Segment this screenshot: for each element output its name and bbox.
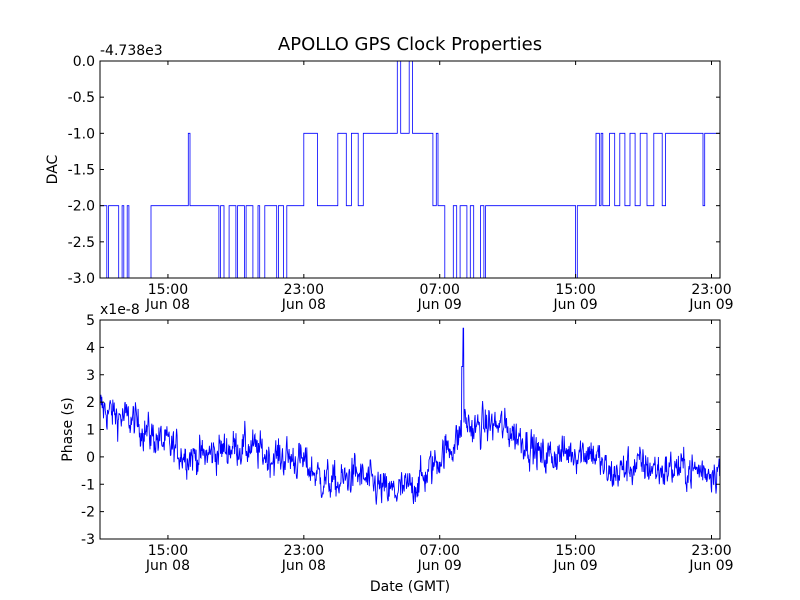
- y-tick-label: -3: [81, 532, 95, 548]
- y-axis-label: Phase (s): [60, 397, 76, 461]
- y-tick-label: 0: [86, 450, 95, 466]
- y-axis-label: DAC: [45, 154, 61, 184]
- x-tick-label-time: 23:00: [691, 543, 731, 559]
- x-tick-label-time: 15:00: [555, 282, 595, 298]
- y-tick-label: 5: [86, 313, 95, 329]
- x-tick-label-date: Jun 09: [688, 297, 733, 313]
- axis-offset-label: x1e-8: [100, 302, 140, 318]
- x-tick-label-date: Jun 09: [553, 297, 598, 313]
- y-tick-label: -1.5: [68, 163, 95, 179]
- x-tick-label-date: Jun 09: [553, 558, 598, 574]
- x-tick-label-time: 23:00: [284, 282, 324, 298]
- y-tick-label: 4: [86, 340, 95, 356]
- y-tick-label: -3.0: [68, 271, 95, 287]
- x-tick-label-date: Jun 08: [281, 558, 326, 574]
- x-tick-label-date: Jun 08: [145, 297, 190, 313]
- y-tick-label: 3: [86, 368, 95, 384]
- phase-series-line: [100, 327, 720, 505]
- y-tick-label: -1: [81, 477, 95, 493]
- x-tick-label-date: Jun 08: [145, 558, 190, 574]
- dac-series-line: [100, 61, 720, 278]
- x-tick-label-time: 15:00: [148, 543, 188, 559]
- y-tick-label: 0.0: [73, 54, 95, 70]
- x-tick-label-date: Jun 09: [688, 558, 733, 574]
- x-tick-label-time: 07:00: [420, 543, 460, 559]
- y-tick-label: -1.0: [68, 126, 95, 142]
- x-axis-label: Date (GMT): [370, 579, 450, 595]
- chart-title: APOLLO GPS Clock Properties: [278, 34, 542, 55]
- y-tick-label: -2: [81, 505, 95, 521]
- axis-offset-label: -4.738e3: [100, 43, 163, 59]
- x-tick-label-date: Jun 09: [417, 558, 462, 574]
- x-tick-label-date: Jun 09: [417, 297, 462, 313]
- y-tick-label: 1: [86, 423, 95, 439]
- x-tick-label-time: 15:00: [148, 282, 188, 298]
- y-tick-label: -2.0: [68, 199, 95, 215]
- y-tick-label: 2: [86, 395, 95, 411]
- y-tick-label: -0.5: [68, 90, 95, 106]
- x-tick-label-time: 23:00: [691, 282, 731, 298]
- x-tick-label-time: 15:00: [555, 543, 595, 559]
- y-tick-label: -2.5: [68, 235, 95, 251]
- x-tick-label-time: 07:00: [420, 282, 460, 298]
- x-tick-label-time: 23:00: [284, 543, 324, 559]
- x-tick-label-date: Jun 08: [281, 297, 326, 313]
